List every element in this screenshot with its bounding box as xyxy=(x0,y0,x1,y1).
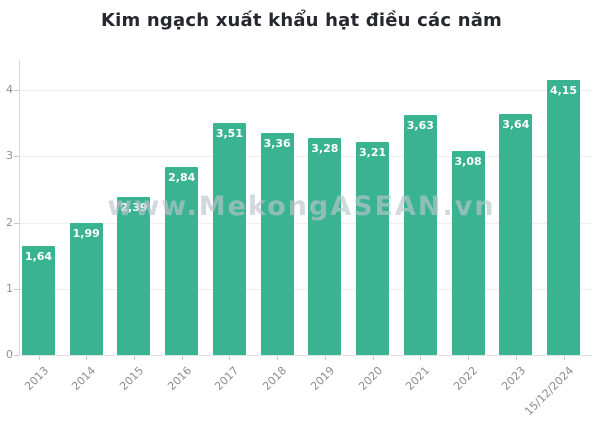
gridline-y-2 xyxy=(18,222,592,224)
x-axis-tick xyxy=(420,356,422,360)
bar-2016[interactable]: 2,84 xyxy=(165,166,199,355)
y-axis-label: 4 xyxy=(6,83,13,97)
y-axis-tick xyxy=(13,222,19,224)
y-axis-label: 1 xyxy=(6,281,13,295)
bar-value-label: 4,15 xyxy=(549,84,578,98)
x-axis-tick xyxy=(133,356,135,360)
bar-2021[interactable]: 3,63 xyxy=(403,114,437,355)
bar-value-label: 1,99 xyxy=(72,227,100,241)
bar-value-label: 3,08 xyxy=(454,155,482,169)
y-axis-label: 2 xyxy=(6,215,13,229)
bar-value-label: 3,21 xyxy=(359,146,387,160)
x-axis-tick xyxy=(324,356,326,360)
bar-value-label: 3,63 xyxy=(406,118,434,132)
y-axis-tick xyxy=(13,90,19,92)
bar-value-label: 1,64 xyxy=(24,250,53,264)
y-axis-line xyxy=(18,60,20,355)
chart-title: Kim ngạch xuất khẩu hạt điều các năm xyxy=(100,10,503,31)
bar-2018[interactable]: 3,36 xyxy=(260,132,294,355)
bar-2013[interactable]: 1,64 xyxy=(22,246,55,355)
x-axis-tick xyxy=(86,356,88,360)
bar-value-label: 3,36 xyxy=(263,136,291,150)
bar-2023[interactable]: 3,64 xyxy=(499,114,533,355)
gridline-y-0 xyxy=(18,355,592,356)
y-axis-tick xyxy=(13,156,19,158)
y-axis-label: 3 xyxy=(6,149,13,163)
x-axis-tick xyxy=(468,356,470,360)
y-axis-tick xyxy=(13,288,19,290)
bar-value-label: 3,64 xyxy=(502,118,530,132)
x-axis-tick xyxy=(563,356,565,360)
bar-2017[interactable]: 3,51 xyxy=(212,122,246,355)
x-axis-tick xyxy=(372,356,374,360)
x-axis-tick xyxy=(38,356,40,360)
bar-value-label: 2,84 xyxy=(168,170,196,184)
bar-value-label: 2,39 xyxy=(120,200,148,214)
bar-2019[interactable]: 3,28 xyxy=(308,137,342,355)
gridline-y-4 xyxy=(18,90,592,92)
x-axis-tick xyxy=(229,356,231,360)
bar-value-label: 3,28 xyxy=(311,141,339,155)
bar-2022[interactable]: 3,08 xyxy=(451,151,485,355)
gridline-y-1 xyxy=(18,288,592,290)
bar-2014[interactable]: 1,99 xyxy=(69,223,103,355)
y-axis-label: 0 xyxy=(6,348,13,361)
y-axis-tick xyxy=(13,355,19,356)
x-axis-tick xyxy=(181,356,183,360)
gridline-y-3 xyxy=(18,156,592,158)
x-axis-tick xyxy=(277,356,279,360)
x-axis-tick xyxy=(515,356,517,360)
bar-2015[interactable]: 2,39 xyxy=(117,196,151,355)
bar-value-label: 3,51 xyxy=(215,126,243,140)
bar-15/12/2024[interactable]: 4,15 xyxy=(547,80,581,355)
bar-2020[interactable]: 3,21 xyxy=(356,142,390,355)
